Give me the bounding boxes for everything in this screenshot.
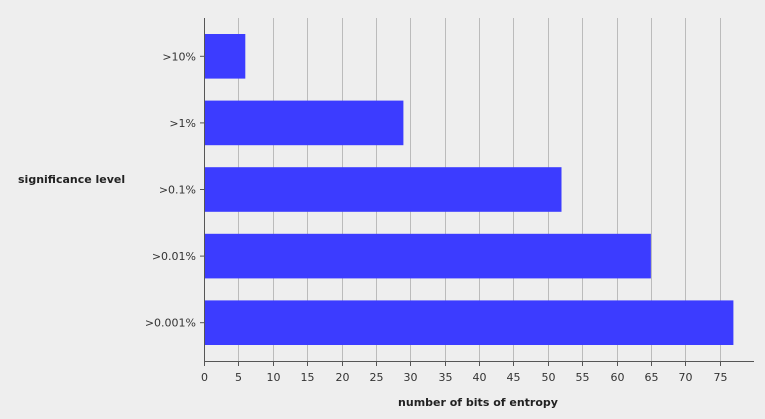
y-axis-title: significance level bbox=[18, 173, 125, 186]
x-tick-label: 45 bbox=[507, 371, 521, 384]
x-tick-label: 25 bbox=[370, 371, 384, 384]
bar bbox=[204, 300, 734, 345]
x-tick-label: 40 bbox=[473, 371, 487, 384]
x-axis-title: number of bits of entropy bbox=[398, 396, 558, 409]
y-tick-label: >10% bbox=[162, 50, 196, 63]
x-tick-label: 30 bbox=[404, 371, 418, 384]
y-tick-label: >0.01% bbox=[152, 250, 196, 263]
x-tick-label: 0 bbox=[201, 371, 208, 384]
x-tick-label: 60 bbox=[611, 371, 625, 384]
y-axis-ticks: >10% >1% >0.1% >0.01% >0.001% bbox=[145, 50, 204, 330]
x-tick-label: 5 bbox=[235, 371, 242, 384]
bar bbox=[204, 233, 651, 279]
x-tick-label: 35 bbox=[439, 371, 453, 384]
bars bbox=[204, 34, 734, 345]
x-tick-label: 70 bbox=[679, 371, 693, 384]
x-tick-label: 10 bbox=[267, 371, 281, 384]
x-tick-label: 65 bbox=[645, 371, 659, 384]
y-tick-label: >0.1% bbox=[159, 184, 196, 197]
bar bbox=[204, 167, 562, 212]
y-tick-label: >0.001% bbox=[145, 317, 196, 330]
y-tick-label: >1% bbox=[169, 117, 196, 130]
x-axis-ticks: 0 5 10 15 20 25 30 35 40 45 50 55 60 65 70 75 bbox=[201, 361, 728, 384]
x-tick-label: 20 bbox=[336, 371, 350, 384]
bar bbox=[204, 100, 404, 146]
x-tick-label: 50 bbox=[542, 371, 556, 384]
x-tick-label: 15 bbox=[301, 371, 315, 384]
bar bbox=[204, 34, 246, 79]
x-tick-label: 75 bbox=[714, 371, 728, 384]
x-tick-label: 55 bbox=[576, 371, 590, 384]
